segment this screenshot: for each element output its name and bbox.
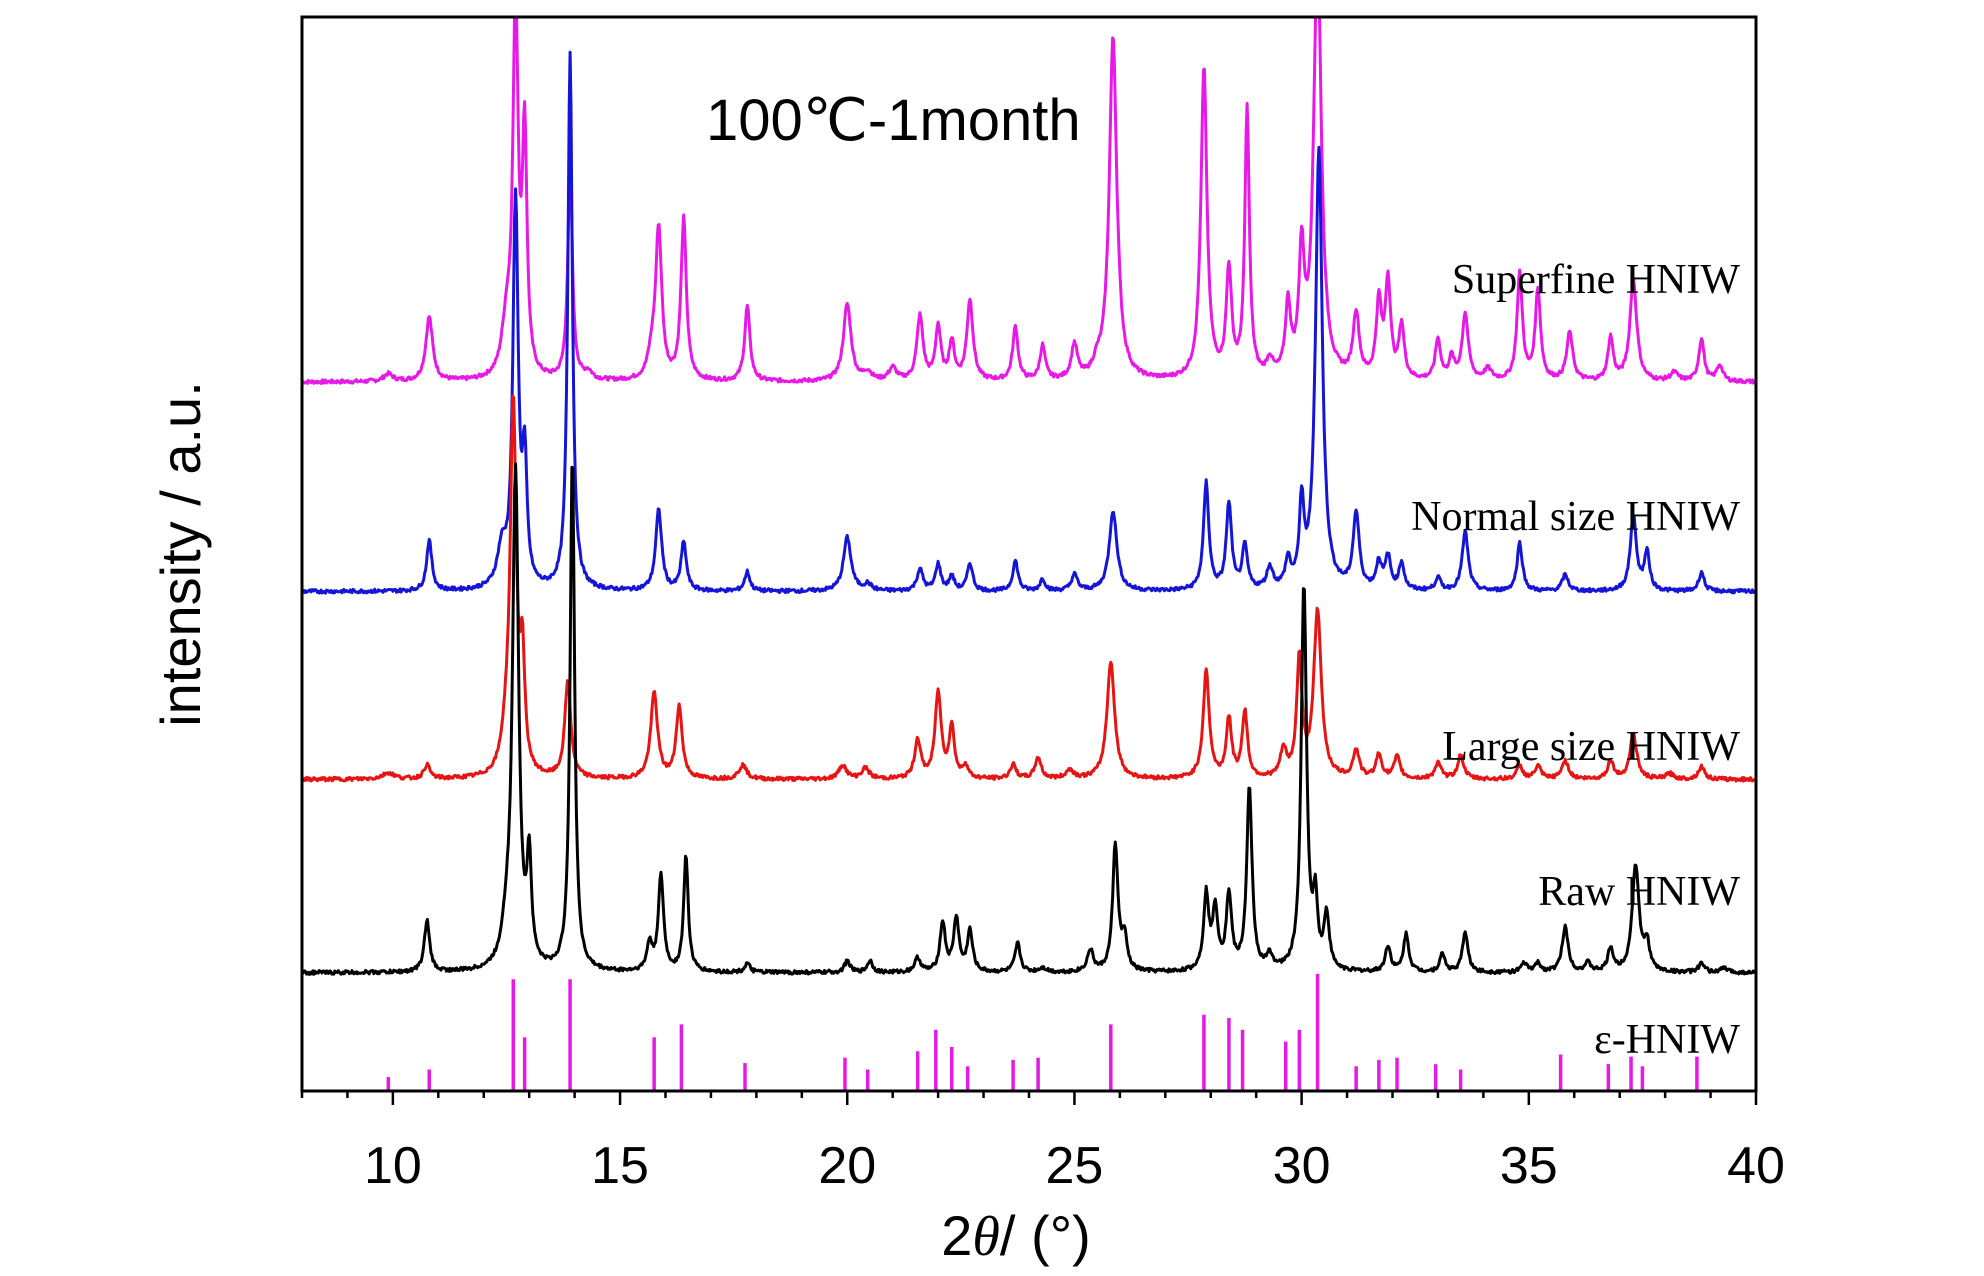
series-line-normal — [302, 50, 1756, 595]
x-axis-label-prefix: 2 — [941, 1204, 972, 1267]
series-layer — [302, 17, 1756, 976]
x-tick-label: 30 — [1273, 1137, 1331, 1195]
series-labels: Superfine HNIW Normal size HNIW Large size… — [1411, 257, 1740, 1063]
series-line-raw — [302, 462, 1756, 976]
series-label-superfine: Superfine HNIW — [1452, 257, 1740, 303]
x-tick-label: 15 — [591, 1137, 649, 1195]
x-tick-label: 10 — [364, 1137, 422, 1195]
x-axis-label: 2θ/ (°) — [941, 1204, 1090, 1268]
y-axis-label: intensity / a.u. — [149, 381, 212, 727]
series-label-raw: Raw HNIW — [1538, 869, 1740, 915]
series-line-large — [302, 394, 1756, 783]
x-axis-label-theta: θ — [972, 1206, 1000, 1268]
chart-title: 100℃-1month — [706, 88, 1081, 153]
x-axis-ticks: 10 15 20 25 30 35 40 — [300, 1091, 1785, 1195]
series-line-superfine — [302, 17, 1756, 385]
x-tick-label: 35 — [1500, 1137, 1558, 1195]
series-label-large: Large size HNIW — [1442, 724, 1740, 770]
series-label-normal: Normal size HNIW — [1411, 494, 1740, 540]
x-tick-label: 40 — [1727, 1137, 1785, 1195]
x-tick-label: 20 — [818, 1137, 876, 1195]
x-axis-label-suffix: / (°) — [1000, 1204, 1091, 1267]
series-label-reference: ε-HNIW — [1594, 1017, 1740, 1063]
x-tick-label: 25 — [1046, 1137, 1104, 1195]
reference-sticks — [386, 973, 1699, 1091]
